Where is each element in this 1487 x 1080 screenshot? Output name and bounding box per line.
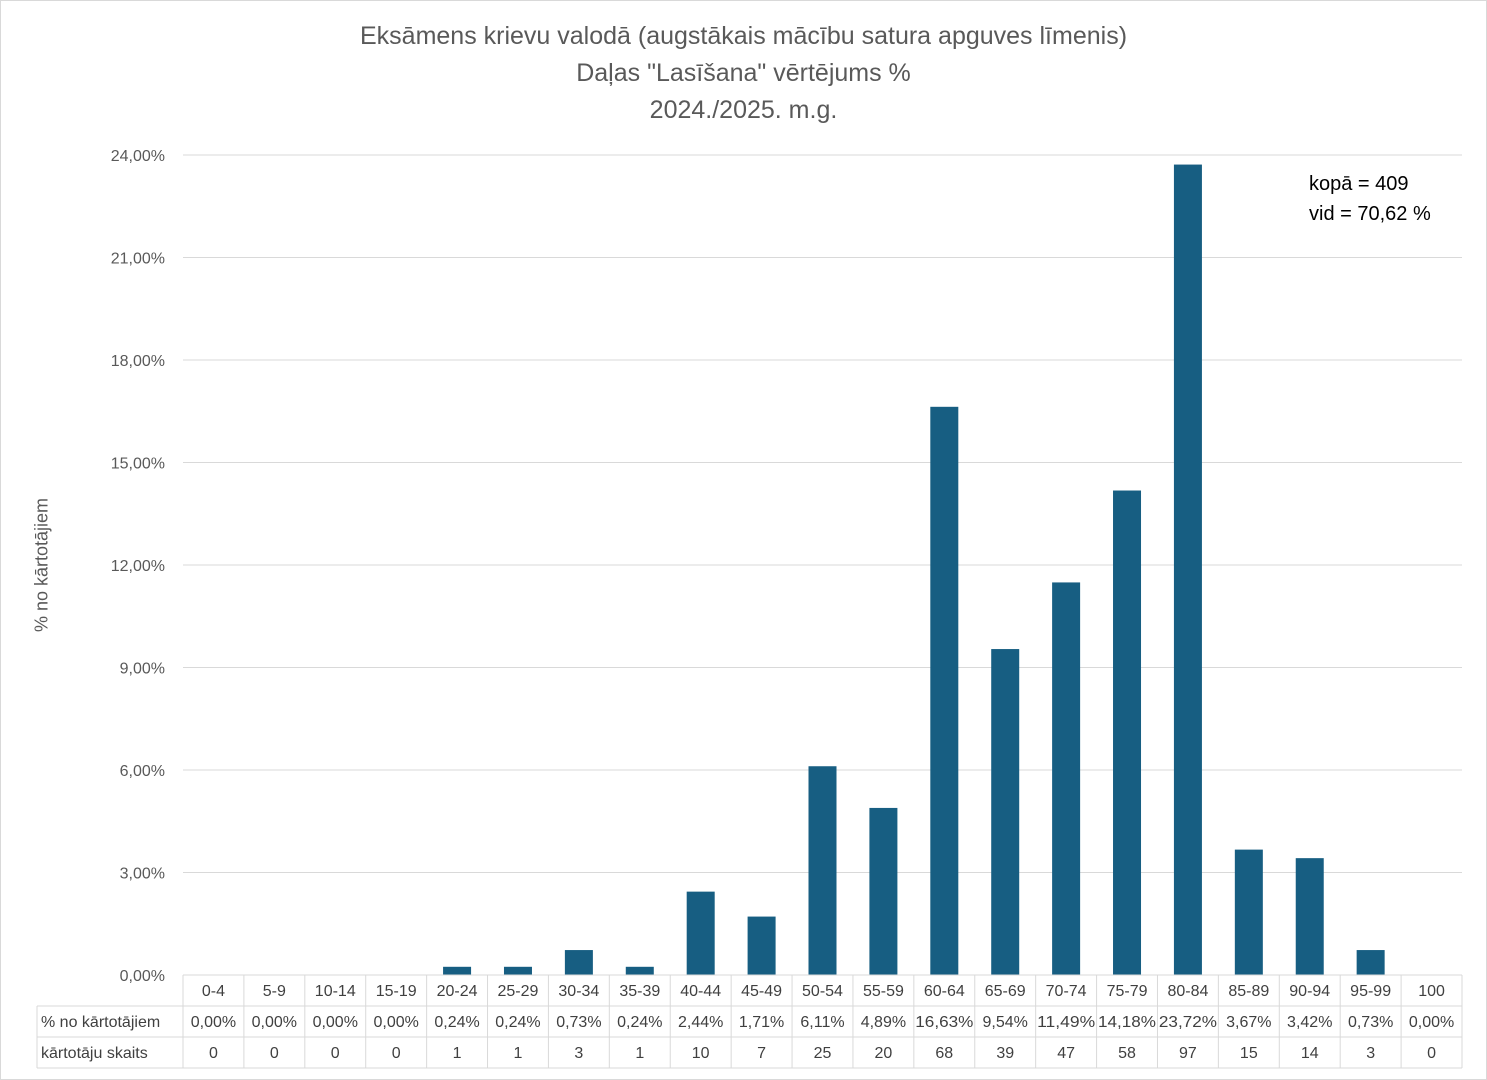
- table-row-header: % no kārtotājiem: [41, 1014, 160, 1031]
- table-cell: 0,00%: [252, 1014, 297, 1031]
- x-tick-label: 20-24: [437, 983, 478, 1000]
- y-axis-ticks: 0,00% 3,00% 6,00% 9,00% 12,00% 15,00% 18,00% 21…: [111, 148, 165, 985]
- x-tick-label: 100: [1418, 983, 1445, 1000]
- x-tick-label: 75-79: [1107, 983, 1148, 1000]
- bars: [443, 164, 1385, 976]
- y-tick-label: 0,00%: [120, 968, 165, 985]
- bar: [1052, 582, 1081, 975]
- total-annotation: kopā = 409: [1309, 173, 1409, 195]
- table-cell: 0: [270, 1045, 279, 1062]
- table-cell: 1: [635, 1045, 644, 1062]
- table-cell: 0,73%: [1348, 1014, 1393, 1031]
- table-cell: 97: [1179, 1045, 1197, 1062]
- x-tick-label: 70-74: [1046, 983, 1087, 1000]
- bar: [991, 649, 1020, 975]
- table-cell: 9,54%: [983, 1014, 1028, 1031]
- table-cell: 14,18%: [1098, 1014, 1156, 1031]
- bar: [808, 766, 837, 975]
- bar: [1295, 858, 1324, 975]
- table-cell: 6,11%: [800, 1014, 844, 1031]
- table-cell: 0: [331, 1045, 340, 1062]
- bar: [503, 966, 532, 975]
- table-cell: 1,71%: [739, 1014, 784, 1031]
- table-cell: 23,72%: [1159, 1014, 1217, 1031]
- table-cell: 1: [514, 1045, 523, 1062]
- bar: [930, 406, 959, 975]
- table-cell: 3,42%: [1287, 1014, 1332, 1031]
- table-cell: 0,73%: [556, 1014, 601, 1031]
- bar: [625, 966, 654, 975]
- bar: [747, 916, 776, 975]
- bar: [564, 950, 593, 975]
- x-tick-label: 50-54: [802, 983, 843, 1000]
- table-cell: 11,49%: [1037, 1014, 1095, 1031]
- y-tick-label: 18,00%: [111, 353, 165, 370]
- table-cell: 0,24%: [495, 1014, 540, 1031]
- table-cell: 2,44%: [678, 1014, 723, 1031]
- x-tick-label: 45-49: [741, 983, 782, 1000]
- mean-annotation: vid = 70,62 %: [1309, 203, 1431, 225]
- x-tick-label: 0-4: [202, 983, 225, 1000]
- table-cell: 20: [875, 1045, 893, 1062]
- x-tick-label: 25-29: [498, 983, 539, 1000]
- y-tick-label: 9,00%: [120, 661, 165, 678]
- y-tick-label: 3,00%: [120, 866, 165, 883]
- data-table: 0-4 5-9 10-14 15-19 20-24 25-29 30-34 35-39 40-4…: [36, 974, 1463, 1069]
- x-tick-label: 90-94: [1289, 983, 1330, 1000]
- table-cell: 0,00%: [373, 1014, 418, 1031]
- table-cell: 4,89%: [861, 1014, 906, 1031]
- table-cell: 0: [392, 1045, 401, 1062]
- bar: [443, 966, 472, 975]
- chart-title-line-2: Daļas "Lasīšana" vērtējums %: [576, 59, 911, 87]
- table-cell: 58: [1118, 1045, 1136, 1062]
- x-tick-label: 5-9: [263, 983, 286, 1000]
- table-cell: 10: [692, 1045, 710, 1062]
- table-cell: 0: [209, 1045, 218, 1062]
- table-cell: 68: [935, 1045, 953, 1062]
- y-tick-label: 12,00%: [111, 558, 165, 575]
- table-cell: 39: [996, 1045, 1014, 1062]
- y-tick-label: 24,00%: [111, 148, 165, 165]
- x-tick-label: 30-34: [558, 983, 599, 1000]
- table-cell: 7: [757, 1045, 766, 1062]
- x-tick-label: 95-99: [1350, 983, 1391, 1000]
- x-tick-label: 10-14: [315, 983, 356, 1000]
- table-cell: 3: [1366, 1045, 1375, 1062]
- chart-title-line-1: Eksāmens krievu valodā (augstākais mācīb…: [359, 22, 1128, 50]
- chart-title-line-3: 2024./2025. m.g.: [649, 96, 838, 124]
- table-cell: 0,00%: [191, 1014, 236, 1031]
- table-cell: 15: [1240, 1045, 1258, 1062]
- table-cell: 0,24%: [434, 1014, 479, 1031]
- y-tick-label: 21,00%: [111, 251, 165, 268]
- table-row-header: kārtotāju skaits: [41, 1045, 148, 1062]
- y-tick-label: 15,00%: [111, 456, 165, 473]
- table-cell: 47: [1057, 1045, 1075, 1062]
- x-tick-label: 15-19: [376, 983, 417, 1000]
- x-tick-label: 40-44: [680, 983, 721, 1000]
- table-cell: 16,63%: [915, 1014, 973, 1031]
- table-cell: 0,00%: [313, 1014, 358, 1031]
- table-cell: 0,00%: [1409, 1014, 1454, 1031]
- bar: [1234, 849, 1263, 975]
- bar: [1356, 950, 1385, 975]
- y-tick-label: 6,00%: [120, 763, 165, 780]
- table-cell: 0: [1427, 1045, 1436, 1062]
- table-cell: 25: [814, 1045, 832, 1062]
- x-tick-label: 65-69: [985, 983, 1026, 1000]
- table-cell: 0,24%: [617, 1014, 662, 1031]
- bar: [869, 807, 898, 975]
- table-cell: 3,67%: [1226, 1014, 1271, 1031]
- table-cell: 1: [453, 1045, 462, 1062]
- x-tick-label: 85-89: [1228, 983, 1269, 1000]
- x-tick-label: 60-64: [924, 983, 965, 1000]
- table-cell: 14: [1301, 1045, 1319, 1062]
- x-tick-label: 35-39: [619, 983, 660, 1000]
- x-tick-label: 80-84: [1167, 983, 1208, 1000]
- bar: [1173, 164, 1202, 976]
- table-cell: 3: [574, 1045, 583, 1062]
- x-tick-label: 55-59: [863, 983, 904, 1000]
- bar: [1113, 490, 1142, 975]
- bar: [686, 891, 715, 975]
